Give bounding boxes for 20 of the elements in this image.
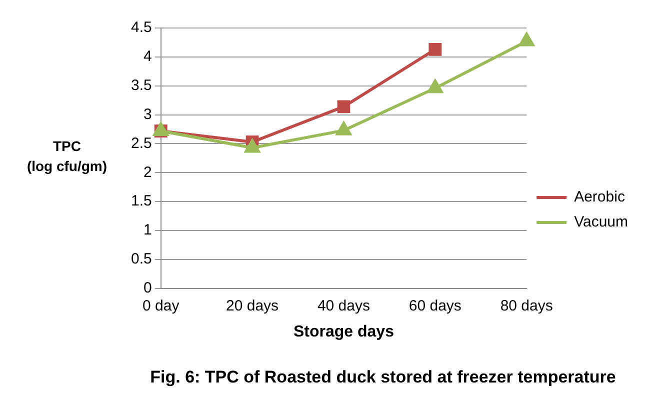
y-tick-label: 0 bbox=[144, 280, 152, 297]
y-tick-label: 3 bbox=[144, 106, 152, 123]
x-axis-title: Storage days bbox=[293, 323, 394, 340]
y-tick-label: 3.5 bbox=[130, 77, 152, 94]
x-tick-label: 80 days bbox=[500, 298, 553, 315]
legend-label: Aerobic bbox=[574, 188, 626, 206]
x-tick-label: 0 day bbox=[142, 298, 180, 315]
y-tick-label: 1 bbox=[144, 222, 152, 239]
y-tick-label: 0.5 bbox=[130, 250, 152, 268]
x-tick-label: 60 days bbox=[408, 298, 462, 315]
y-tick-label: 4.5 bbox=[130, 19, 152, 36]
legend-label: Vacuum bbox=[574, 214, 628, 231]
y-tick-label: 2 bbox=[144, 164, 152, 181]
y-axis-title: TPC (log cfu/gm) bbox=[26, 137, 108, 176]
x-tick-label: 40 days bbox=[317, 298, 370, 315]
y-tick-label: 4 bbox=[144, 48, 152, 66]
x-tick-label: 20 days bbox=[226, 298, 279, 315]
y-tick-label: 2.5 bbox=[130, 134, 152, 152]
text: Fig. 6: TPC of Roasted duck stored at freezer temperature bbox=[150, 367, 616, 386]
y-tick-label: 1.5 bbox=[130, 192, 152, 210]
